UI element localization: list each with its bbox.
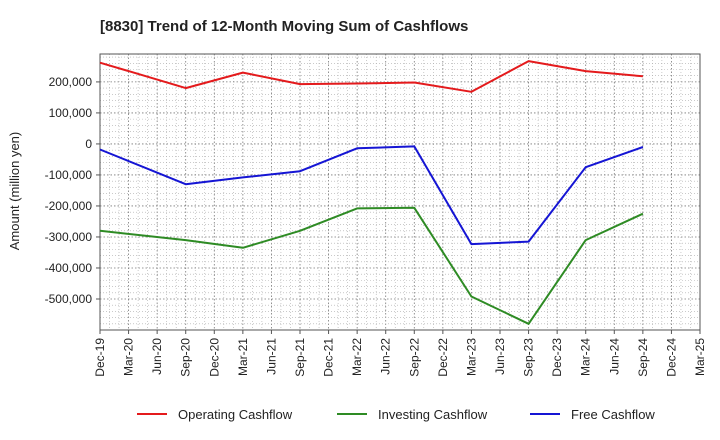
legend: Operating Cashflow Investing Cashflow Free… (137, 407, 655, 422)
x-tick-label: Mar-25 (693, 338, 707, 376)
x-tick-label: Jun-22 (379, 338, 393, 375)
y-tick-label: -200,000 (45, 199, 93, 213)
x-axis-ticks: Dec-19 Mar-20 Jun-20 Sep-20 Dec-20 Mar-21 Jun-… (93, 330, 707, 377)
y-tick-label: 200,000 (49, 75, 93, 89)
y-tick-label: 0 (85, 137, 92, 151)
x-tick-label: Jun-23 (493, 338, 507, 375)
x-tick-label: Mar-21 (236, 338, 250, 376)
series-line-free-cashflow (99, 145, 644, 246)
legend-label: Investing Cashflow (378, 407, 488, 422)
chart-title: [8830] Trend of 12-Month Moving Sum of C… (100, 18, 468, 35)
y-tick-label: -400,000 (45, 261, 93, 275)
series-line-operating-cashflow (99, 60, 643, 93)
x-tick-label: Dec-24 (664, 338, 678, 377)
x-tick-label: Dec-23 (550, 338, 564, 377)
x-tick-label: Sep-20 (179, 338, 193, 377)
x-tick-label: Sep-24 (636, 338, 650, 377)
x-tick-label: Jun-20 (150, 338, 164, 375)
x-tick-label: Mar-24 (579, 338, 593, 376)
x-tick-label: Jun-21 (264, 338, 278, 375)
x-tick-label: Sep-22 (407, 338, 421, 377)
y-tick-label: -500,000 (45, 292, 93, 306)
legend-label: Operating Cashflow (178, 407, 293, 422)
y-tick-label: -100,000 (45, 168, 93, 182)
y-axis-label: Amount (million yen) (7, 132, 22, 251)
plot-frame (99, 53, 701, 331)
y-axis-ticks: 200,000 100,000 0 -100,000 -200,000 -300,000 -… (45, 75, 100, 306)
x-tick-label: Jun-24 (607, 338, 621, 375)
x-tick-label: Sep-23 (522, 338, 536, 377)
x-tick-label: Dec-20 (207, 338, 221, 377)
series-line-investing-cashflow (99, 206, 644, 325)
x-tick-label: Mar-20 (122, 338, 136, 376)
series-lines (99, 60, 644, 325)
y-tick-label: 100,000 (49, 106, 93, 120)
legend-label: Free Cashflow (571, 407, 655, 422)
x-tick-label: Mar-22 (350, 338, 364, 376)
grid (99, 54, 701, 330)
x-tick-label: Dec-19 (93, 338, 107, 377)
x-tick-label: Dec-21 (322, 338, 336, 377)
y-tick-label: -300,000 (45, 230, 93, 244)
x-tick-label: Dec-22 (436, 338, 450, 377)
x-tick-label: Mar-23 (464, 338, 478, 376)
x-tick-label: Sep-21 (293, 338, 307, 377)
